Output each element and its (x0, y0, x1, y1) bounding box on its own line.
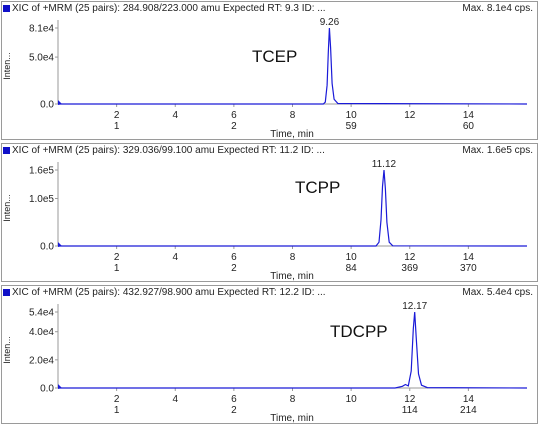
y-axis-label: Inten... (2, 194, 12, 222)
scan-number-label: 60 (463, 121, 475, 132)
scan-number-label: 214 (460, 405, 477, 416)
trace-color-icon (3, 5, 10, 12)
x-tick-label: 8 (290, 110, 296, 121)
y-axis-label: Inten... (2, 52, 12, 80)
compound-name-label: TCPP (295, 178, 340, 197)
x-tick-label: 10 (346, 110, 358, 121)
trace-color-icon (3, 147, 10, 154)
peak-rt-label: 11.12 (372, 159, 397, 170)
y-tick-label: 0.0 (40, 384, 54, 395)
panel-header: XIC of +MRM (25 pairs): 432.927/98.900 a… (12, 287, 326, 298)
chromatogram-panel-tcep: XIC of +MRM (25 pairs): 284.908/223.000 … (0, 0, 539, 141)
x-tick-label: 14 (463, 394, 475, 405)
chromatogram-trace (58, 311, 528, 389)
y-tick-label: 0.0 (40, 100, 54, 111)
scan-number-label: 370 (460, 263, 477, 274)
scan-number-label: 1 (114, 263, 120, 274)
scan-number-label: 1 (114, 405, 120, 416)
x-tick-label: 14 (463, 252, 475, 263)
panel-header: XIC of +MRM (25 pairs): 329.036/99.100 a… (12, 145, 325, 156)
chromatogram-panel-tcpp: XIC of +MRM (25 pairs): 329.036/99.100 a… (0, 142, 539, 283)
trace-color-icon (3, 289, 10, 296)
y-tick-label: 0.0 (40, 242, 54, 253)
panel-header: XIC of +MRM (25 pairs): 284.908/223.000 … (12, 3, 326, 14)
max-intensity-label: Max. 5.4e4 cps. (462, 287, 533, 298)
y-tick-label: 5.4e4 (29, 308, 54, 319)
x-tick-label: 4 (172, 394, 178, 405)
scan-number-label: 369 (401, 263, 418, 274)
x-tick-label: 8 (290, 394, 296, 405)
scan-number-label: 2 (231, 121, 237, 132)
x-tick-label: 10 (346, 394, 358, 405)
y-tick-label: 4.0e4 (29, 327, 54, 338)
x-tick-label: 6 (231, 252, 237, 263)
max-intensity-label: Max. 1.6e5 cps. (462, 145, 533, 156)
max-intensity-label: Max. 8.1e4 cps. (462, 3, 533, 14)
scan-number-label: 59 (346, 121, 358, 132)
x-tick-label: 2 (114, 394, 120, 405)
x-tick-label: 12 (404, 252, 416, 263)
panel-frame (1, 143, 538, 282)
chromatogram-panel-tdcpp: XIC of +MRM (25 pairs): 432.927/98.900 a… (0, 284, 539, 425)
y-axis-label: Inten... (2, 336, 12, 364)
x-tick-label: 12 (404, 394, 416, 405)
scan-number-label: 2 (231, 405, 237, 416)
x-tick-label: 4 (172, 110, 178, 121)
compound-name-label: TDCPP (330, 322, 388, 341)
x-axis-title: Time, min (270, 413, 314, 424)
peak-rt-label: 12.17 (402, 301, 427, 312)
x-axis-title: Time, min (270, 129, 314, 140)
x-tick-label: 6 (231, 394, 237, 405)
scan-number-label: 2 (231, 263, 237, 274)
compound-name-label: TCEP (252, 47, 297, 66)
scan-number-label: 1 (114, 121, 120, 132)
peak-rt-label: 9.26 (320, 17, 340, 28)
x-tick-label: 2 (114, 110, 120, 121)
x-tick-label: 2 (114, 252, 120, 263)
panel-frame (1, 1, 538, 140)
chromatogram-trace (58, 169, 528, 247)
scan-number-label: 84 (346, 263, 358, 274)
y-tick-label: 8.1e4 (29, 24, 54, 35)
scan-number-label: 114 (402, 405, 418, 416)
x-tick-label: 8 (290, 252, 296, 263)
x-tick-label: 12 (404, 110, 416, 121)
y-tick-label: 5.0e4 (29, 53, 54, 64)
x-tick-label: 14 (463, 110, 475, 121)
chromatogram-trace (58, 27, 528, 105)
y-tick-label: 1.6e5 (29, 166, 54, 177)
panel-frame (1, 285, 538, 424)
y-tick-label: 2.0e4 (29, 355, 54, 366)
x-tick-label: 6 (231, 110, 237, 121)
x-tick-label: 10 (346, 252, 358, 263)
x-axis-title: Time, min (270, 271, 314, 282)
x-tick-label: 4 (172, 252, 178, 263)
y-tick-label: 1.0e5 (29, 194, 54, 205)
